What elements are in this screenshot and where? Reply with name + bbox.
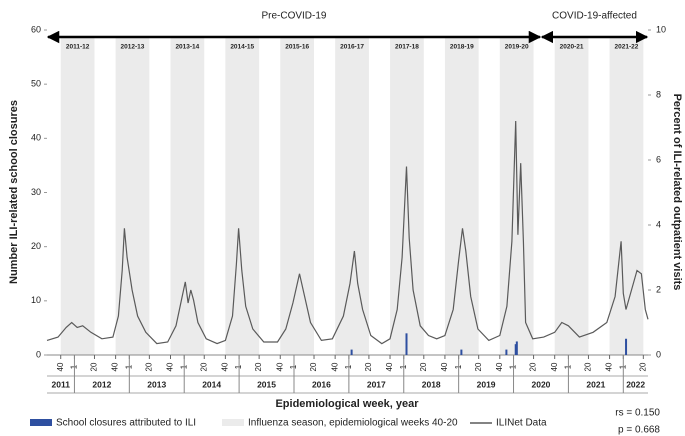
y-tick-label: 20 bbox=[31, 241, 41, 251]
y-tick-label: 10 bbox=[31, 295, 41, 305]
closure-bar bbox=[405, 333, 408, 355]
season-label: 2016-17 bbox=[340, 44, 364, 51]
y2-axis-title: Percent of ILI-related outpatient visits bbox=[671, 94, 683, 291]
closure-bar bbox=[460, 349, 463, 355]
x-tick-label: 20 bbox=[90, 362, 99, 371]
ili-line bbox=[46, 120, 649, 345]
legend-label: School closures attributed to ILI bbox=[56, 418, 196, 429]
y-tick-label: 50 bbox=[31, 79, 41, 89]
x-tick-label: 40 bbox=[605, 362, 614, 371]
y-tick-label: 40 bbox=[31, 133, 41, 143]
year-label: 2016 bbox=[312, 379, 331, 389]
x-tick-label: 20 bbox=[638, 362, 647, 371]
x-tick-label: 20 bbox=[254, 362, 263, 371]
closure-bar bbox=[505, 349, 508, 355]
season-label: 2015-16 bbox=[285, 44, 309, 51]
year-label: 2019 bbox=[477, 379, 496, 389]
season-band bbox=[609, 38, 644, 355]
foreground: 2011-12 2012-13 2013-14 2014-15 2015-16 2016-… bbox=[30, 11, 666, 436]
x-tick-label: 20 bbox=[584, 362, 593, 371]
season-band bbox=[554, 38, 589, 355]
y-tick-label: 0 bbox=[36, 349, 41, 359]
x-tick-label: 40 bbox=[440, 362, 449, 371]
x-tick-label: 40 bbox=[56, 362, 65, 371]
year-label: 2021 bbox=[586, 379, 605, 389]
season-label: 2018-19 bbox=[450, 44, 474, 51]
y2-tick-label: 8 bbox=[656, 89, 661, 99]
stat-label: p = 0.668 bbox=[618, 425, 660, 436]
year-label: 2018 bbox=[422, 379, 441, 389]
closure-bar bbox=[514, 344, 517, 355]
y2-tick-label: 10 bbox=[656, 24, 666, 34]
year-label: 2022 bbox=[626, 379, 645, 389]
season-band bbox=[390, 38, 424, 355]
x-tick-label: 20 bbox=[364, 362, 373, 371]
season-label: 2020-21 bbox=[560, 44, 584, 51]
legend-label: ILINet Data bbox=[496, 418, 547, 429]
season-band bbox=[225, 38, 260, 355]
x-tick-label: 40 bbox=[111, 362, 120, 371]
closure-bar bbox=[625, 338, 628, 355]
x-tick-label: 40 bbox=[550, 362, 559, 371]
x-tick-label: 40 bbox=[330, 362, 339, 371]
y2-tick-label: 4 bbox=[656, 219, 661, 229]
legend-label: Influenza season, epidemiological weeks … bbox=[248, 418, 458, 429]
x-tick-label: 40 bbox=[385, 362, 394, 371]
season-label: 2021-22 bbox=[615, 44, 639, 51]
x-tick-label: 20 bbox=[144, 362, 153, 371]
year-label: 2013 bbox=[147, 379, 166, 389]
x-tick-label: 40 bbox=[275, 362, 284, 371]
season-label: 2017-18 bbox=[395, 44, 419, 51]
y2-tick-label: 6 bbox=[656, 154, 661, 164]
season-label: 2013-14 bbox=[175, 44, 199, 51]
x-tick-label: 20 bbox=[419, 362, 428, 371]
season-band bbox=[170, 38, 205, 355]
closure-bar bbox=[515, 341, 518, 355]
season-band bbox=[60, 38, 95, 355]
x-tick-label: 20 bbox=[309, 362, 318, 371]
legend-swatch bbox=[222, 419, 244, 426]
year-label: 2012 bbox=[92, 379, 111, 389]
backgrounds bbox=[60, 38, 644, 355]
season-band bbox=[115, 38, 150, 355]
y2-tick-label: 0 bbox=[656, 349, 661, 359]
season-band bbox=[280, 38, 315, 355]
period-label: Pre-COVID-19 bbox=[261, 11, 326, 22]
y-tick-label: 30 bbox=[31, 187, 41, 197]
x-tick-label: 20 bbox=[474, 362, 483, 371]
year-label: 2011 bbox=[51, 379, 70, 389]
period-label: COVID-19-affected bbox=[552, 11, 637, 22]
legend-swatch bbox=[30, 419, 52, 426]
season-band bbox=[444, 38, 479, 355]
closure-bar bbox=[350, 349, 353, 355]
season-label: 2014-15 bbox=[230, 44, 254, 51]
x-tick-label: 40 bbox=[220, 362, 229, 371]
year-label: 2017 bbox=[367, 379, 386, 389]
stat-label: rs = 0.150 bbox=[615, 408, 660, 419]
x-tick-label: 40 bbox=[495, 362, 504, 371]
year-label: 2014 bbox=[202, 379, 221, 389]
y-tick-label: 60 bbox=[31, 24, 41, 34]
season-label: 2019-20 bbox=[505, 44, 529, 51]
x-tick-label: 40 bbox=[166, 362, 175, 371]
year-label: 2020 bbox=[532, 379, 551, 389]
season-band bbox=[335, 38, 369, 355]
x-tick-label: 20 bbox=[529, 362, 538, 371]
y2-tick-label: 2 bbox=[656, 284, 661, 294]
year-label: 2015 bbox=[257, 379, 276, 389]
x-axis-title: Epidemiological week, year bbox=[275, 398, 419, 410]
x-tick-label: 20 bbox=[199, 362, 208, 371]
season-label: 2011-12 bbox=[66, 44, 90, 51]
y-axis-title: Number ILI-related school closures bbox=[8, 100, 20, 284]
season-label: 2012-13 bbox=[121, 44, 145, 51]
